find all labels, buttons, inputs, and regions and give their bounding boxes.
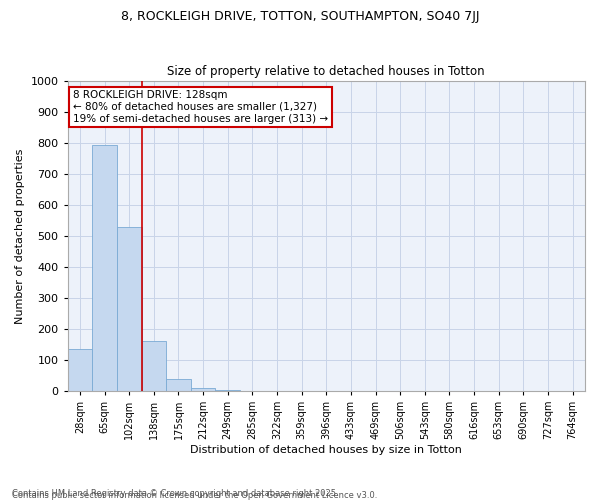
Bar — [215, 390, 240, 391]
Bar — [117, 226, 142, 391]
X-axis label: Distribution of detached houses by size in Totton: Distribution of detached houses by size … — [190, 445, 462, 455]
Text: 8 ROCKLEIGH DRIVE: 128sqm
← 80% of detached houses are smaller (1,327)
19% of se: 8 ROCKLEIGH DRIVE: 128sqm ← 80% of detac… — [73, 90, 328, 124]
Bar — [92, 144, 117, 391]
Bar — [166, 379, 191, 391]
Bar — [191, 388, 215, 391]
Text: 8, ROCKLEIGH DRIVE, TOTTON, SOUTHAMPTON, SO40 7JJ: 8, ROCKLEIGH DRIVE, TOTTON, SOUTHAMPTON,… — [121, 10, 479, 23]
Y-axis label: Number of detached properties: Number of detached properties — [15, 148, 25, 324]
Bar — [142, 342, 166, 391]
Text: Contains public sector information licensed under the Open Government Licence v3: Contains public sector information licen… — [12, 491, 377, 500]
Bar — [68, 349, 92, 391]
Text: Contains HM Land Registry data © Crown copyright and database right 2025.: Contains HM Land Registry data © Crown c… — [12, 488, 338, 498]
Title: Size of property relative to detached houses in Totton: Size of property relative to detached ho… — [167, 66, 485, 78]
